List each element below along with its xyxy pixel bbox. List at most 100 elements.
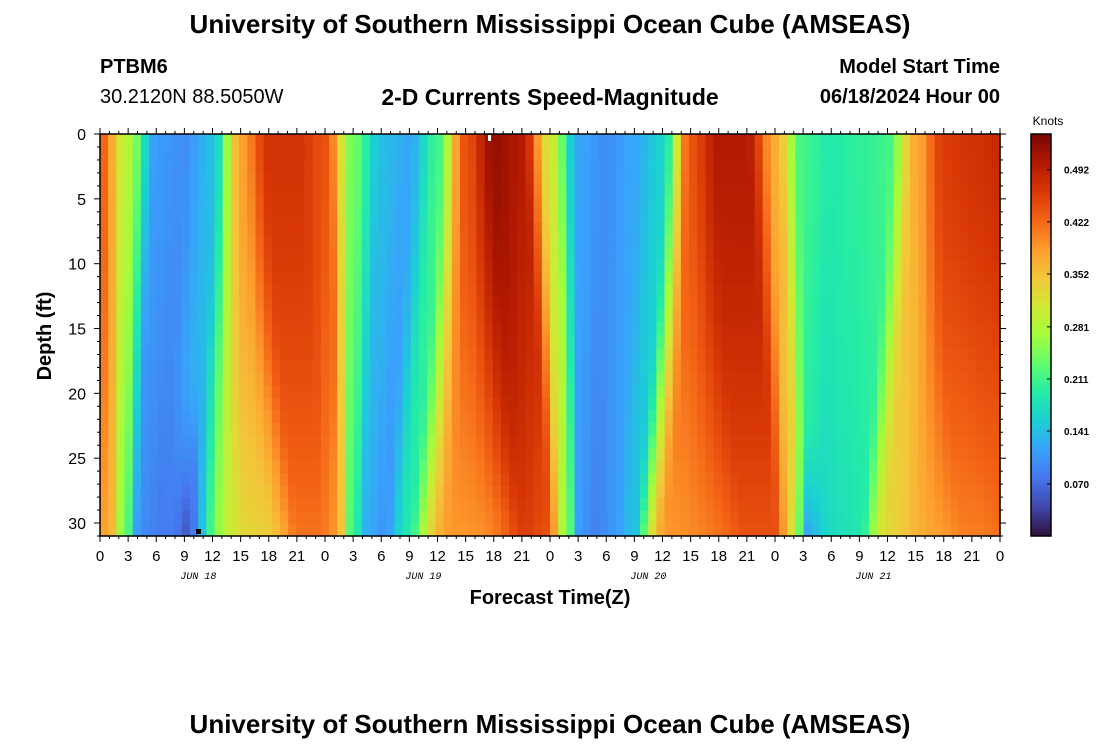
heatmap-cell [950,360,960,374]
x-tick-label: 15 [907,548,924,565]
heatmap-cell [918,460,927,474]
heatmap-cell [615,196,625,210]
heatmap-cell [386,510,396,525]
heatmap-cell [230,448,240,462]
heatmap-cell [705,485,715,499]
heatmap-cell [721,247,731,261]
heatmap-cell [795,184,805,198]
heatmap-cell [476,134,486,148]
heatmap-cell [754,510,764,525]
heatmap-cell [140,322,150,336]
heatmap-cell [255,335,265,349]
heatmap-cell [296,460,306,474]
heatmap-cell [672,247,682,261]
heatmap-cell [959,309,968,324]
heatmap-cell [100,523,109,537]
heatmap-cell [787,134,797,148]
heatmap-cell [181,335,191,349]
heatmap-cell [419,159,428,173]
heatmap-cell [353,510,363,525]
heatmap-cell [787,209,797,223]
heatmap-cell [394,196,404,210]
heatmap-cell [345,397,355,411]
heatmap-cell [541,473,551,487]
heatmap-cell [697,259,707,273]
heatmap-cell [942,221,952,236]
heatmap-cell [337,523,347,537]
heatmap-cell [558,397,567,411]
heatmap-cell [599,498,608,512]
heatmap-cell [280,196,289,210]
heatmap-cell [648,360,657,374]
heatmap-cell [590,410,600,424]
heatmap-cell [566,510,576,525]
heatmap-cell [181,485,191,499]
heatmap-cell [590,297,600,311]
heatmap-cell [787,196,797,210]
heatmap-cell [361,347,371,361]
heatmap-cell [738,134,747,148]
heatmap-cell [361,297,371,311]
heatmap-cell [198,297,207,311]
heatmap-cell [132,171,142,185]
heatmap-cell [312,523,322,537]
heatmap-cell [410,184,420,198]
heatmap-cell [500,134,510,148]
heatmap-cell [991,184,1001,198]
heatmap-cell [222,510,232,525]
heatmap-cell [877,196,887,210]
heatmap-cell [558,272,567,286]
heatmap-cell [116,410,126,424]
heatmap-cell [451,272,461,286]
heatmap-cell [132,184,142,198]
heatmap-cell [574,347,584,361]
heatmap-cell [730,221,739,236]
heatmap-cell [631,397,641,411]
heatmap-cell [730,397,739,411]
heatmap-cell [550,448,559,462]
heatmap-cell [304,397,314,411]
heatmap-cell [484,510,494,525]
heatmap-cell [975,435,985,449]
heatmap-cell [492,297,502,311]
heatmap-cell [533,372,543,386]
heatmap-cell [181,146,191,160]
heatmap-cell [926,335,936,349]
heatmap-cell [991,448,1001,462]
heatmap-cell [664,335,674,349]
heatmap-cell [280,221,289,236]
heatmap-cell [427,184,437,198]
heatmap-cell [803,410,813,424]
heatmap-cell [533,335,543,349]
heatmap-cell [918,485,927,499]
heatmap-cell [132,196,142,210]
heatmap-cell [386,460,396,474]
heatmap-cell [149,385,158,399]
heatmap-cell [525,309,535,324]
heatmap-cell [566,410,576,424]
heatmap-cell [443,159,453,173]
heatmap-cell [312,397,322,411]
heatmap-cell [550,410,559,424]
heatmap-cell [910,473,919,487]
heatmap-cell [959,372,968,386]
heatmap-cell [140,297,150,311]
heatmap-cell [533,347,543,361]
heatmap-cell [991,196,1001,210]
heatmap-cell [345,473,355,487]
heatmap-cell [509,247,518,261]
heatmap-cell [100,410,109,424]
heatmap-cell [165,309,175,324]
heatmap-cell [361,460,371,474]
heatmap-cell [705,134,715,148]
heatmap-cell [345,284,355,298]
heatmap-cell [402,209,412,223]
heatmap-cell [304,410,314,424]
heatmap-cell [460,309,469,324]
heatmap-cell [427,485,437,499]
heatmap-cell [828,410,837,424]
heatmap-cell [460,435,469,449]
heatmap-cell [100,247,109,261]
heatmap-cell [762,410,772,424]
heatmap-cell [689,209,698,223]
